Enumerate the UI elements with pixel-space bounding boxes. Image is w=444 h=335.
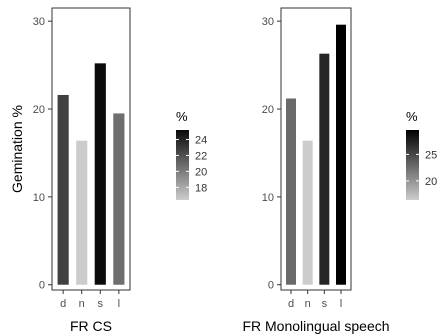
y-tick-label: 30 xyxy=(33,16,45,28)
legend-colorbar xyxy=(176,130,189,200)
x-axis-title: FR CS xyxy=(70,318,112,334)
bar-s xyxy=(319,53,330,285)
x-tick-label: n xyxy=(305,298,311,310)
y-axis-title: Gemination % xyxy=(9,105,25,193)
bar-d xyxy=(57,94,69,285)
legend: % 20 25 xyxy=(406,109,437,200)
legend-title: % xyxy=(176,109,188,124)
x-tick-label: s xyxy=(322,298,328,310)
x-tick-label: d xyxy=(288,298,294,310)
bar-d xyxy=(286,98,296,285)
x-tick-label: l xyxy=(118,298,120,310)
panel-1: 0 10 20 30 d n s l FR Monolingual speech% 20 25 xyxy=(242,7,437,334)
y-tick-label: 30 xyxy=(262,16,274,28)
legend-tick-label: 22 xyxy=(195,150,207,162)
legend-tick-label: 18 xyxy=(195,182,207,194)
x-tick-label: n xyxy=(79,298,85,310)
legend: % 18 20 22 24 xyxy=(176,109,207,200)
bar-l xyxy=(336,24,346,285)
x-axis-title: FR Monolingual speech xyxy=(242,318,389,334)
legend-tick-label: 20 xyxy=(425,176,437,188)
legend-tick-label: 24 xyxy=(195,135,207,147)
panel-border xyxy=(280,7,352,291)
bar-l xyxy=(113,113,125,285)
x-tick-label: l xyxy=(340,298,342,310)
bar-s xyxy=(94,63,106,285)
x-tick-label: d xyxy=(60,298,66,310)
y-tick-label: 0 xyxy=(268,280,274,292)
bar-n xyxy=(76,140,88,285)
y-tick-label: 10 xyxy=(262,192,274,204)
y-tick-label: 10 xyxy=(33,192,45,204)
legend-tick-label: 20 xyxy=(195,166,207,178)
bar-n xyxy=(302,140,313,285)
y-tick-label: 20 xyxy=(262,104,274,116)
legend-tick-label: 25 xyxy=(425,149,437,161)
x-tick-label: s xyxy=(98,298,104,310)
y-tick-label: 20 xyxy=(33,104,45,116)
legend-colorbar xyxy=(406,130,419,200)
panel-0: 0 10 20 30 d n s l FR CS Gemination % % 18 20 22 24 xyxy=(9,7,207,334)
y-tick-label: 0 xyxy=(39,280,45,292)
panel-border xyxy=(51,7,131,291)
legend-title: % xyxy=(406,109,418,124)
